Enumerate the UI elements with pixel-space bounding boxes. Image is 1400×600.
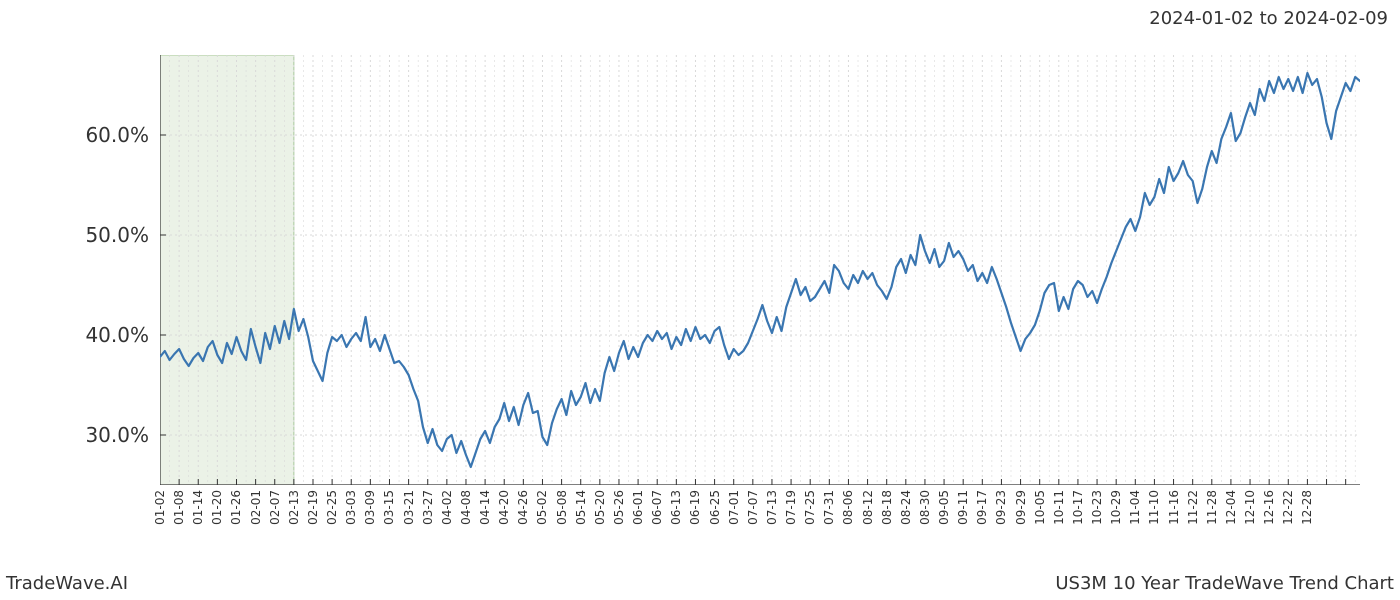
x-tick-label: 02-07 <box>268 490 282 525</box>
x-tick-label: 03-27 <box>421 490 435 525</box>
x-tick-label: 06-01 <box>631 490 645 525</box>
x-tick-label: 11-16 <box>1167 490 1181 525</box>
chart-title: US3M 10 Year TradeWave Trend Chart <box>1055 573 1394 594</box>
x-tick-label: 03-03 <box>344 490 358 525</box>
x-tick-label: 02-01 <box>249 490 263 525</box>
plot-area <box>160 55 1360 485</box>
x-tick-label: 10-29 <box>1109 490 1123 525</box>
x-tick-label: 01-08 <box>172 490 186 525</box>
plot-svg <box>160 55 1360 485</box>
y-tick-label: 60.0% <box>85 123 149 147</box>
brand-label: TradeWave.AI <box>6 573 128 594</box>
x-tick-label: 05-08 <box>555 490 569 525</box>
x-tick-label: 11-22 <box>1186 490 1200 525</box>
x-tick-label: 01-02 <box>153 490 167 525</box>
x-tick-label: 11-28 <box>1205 490 1219 525</box>
x-tick-label: 06-07 <box>650 490 664 525</box>
x-tick-label: 09-29 <box>1014 490 1028 525</box>
x-tick-label: 09-17 <box>975 490 989 525</box>
x-tick-label: 01-26 <box>229 490 243 525</box>
x-tick-label: 12-04 <box>1224 490 1238 525</box>
x-tick-label: 06-19 <box>688 490 702 525</box>
chart-container: 2024-01-02 to 2024-02-09 30.0% 40.0% 50.0%… <box>0 0 1400 600</box>
x-tick-label: 08-18 <box>880 490 894 525</box>
x-tick-label: 04-14 <box>478 490 492 525</box>
x-tick-label: 07-13 <box>765 490 779 525</box>
x-tick-label: 03-21 <box>402 490 416 525</box>
y-tick-label: 30.0% <box>85 423 149 447</box>
x-tick-label: 09-11 <box>956 490 970 525</box>
x-tick-label: 09-23 <box>994 490 1008 525</box>
x-tick-label: 12-22 <box>1281 490 1295 525</box>
x-tick-label: 10-23 <box>1090 490 1104 525</box>
x-tick-label: 12-10 <box>1243 490 1257 525</box>
x-tick-label: 05-26 <box>612 490 626 525</box>
x-tick-label: 07-25 <box>803 490 817 525</box>
date-range-label: 2024-01-02 to 2024-02-09 <box>1149 8 1388 29</box>
x-tick-label: 11-10 <box>1147 490 1161 525</box>
x-tick-label: 06-25 <box>708 490 722 525</box>
x-tick-label: 02-13 <box>287 490 301 525</box>
x-tick-label: 10-11 <box>1052 490 1066 525</box>
x-tick-label: 07-19 <box>784 490 798 525</box>
x-tick-label: 10-05 <box>1033 490 1047 525</box>
x-tick-label: 05-20 <box>593 490 607 525</box>
x-tick-label: 04-20 <box>497 490 511 525</box>
x-tick-label: 07-31 <box>822 490 836 525</box>
x-tick-label: 04-02 <box>440 490 454 525</box>
x-tick-label: 06-13 <box>669 490 683 525</box>
x-tick-label: 01-20 <box>210 490 224 525</box>
x-tick-label: 02-25 <box>325 490 339 525</box>
x-tick-label: 09-05 <box>937 490 951 525</box>
y-tick-label: 50.0% <box>85 223 149 247</box>
x-tick-label: 08-12 <box>861 490 875 525</box>
x-tick-label: 10-17 <box>1071 490 1085 525</box>
x-tick-label: 05-02 <box>535 490 549 525</box>
x-tick-label: 08-24 <box>899 490 913 525</box>
x-tick-label: 05-14 <box>574 490 588 525</box>
x-tick-label: 03-15 <box>382 490 396 525</box>
x-tick-label: 02-19 <box>306 490 320 525</box>
x-tick-label: 04-08 <box>459 490 473 525</box>
y-axis-ticks: 30.0% 40.0% 50.0% 60.0% <box>0 55 155 485</box>
x-tick-label: 12-16 <box>1262 490 1276 525</box>
x-tick-label: 08-30 <box>918 490 932 525</box>
x-tick-label: 12-28 <box>1300 490 1314 525</box>
y-tick-label: 40.0% <box>85 323 149 347</box>
x-tick-label: 03-09 <box>363 490 377 525</box>
x-tick-label: 01-14 <box>191 490 205 525</box>
x-tick-label: 04-26 <box>516 490 530 525</box>
x-axis-ticks: 01-0201-0801-1401-2001-2602-0102-0702-13… <box>160 490 1360 560</box>
x-tick-label: 07-01 <box>727 490 741 525</box>
x-tick-label: 11-04 <box>1128 490 1142 525</box>
x-tick-label: 08-06 <box>841 490 855 525</box>
x-tick-label: 07-07 <box>746 490 760 525</box>
